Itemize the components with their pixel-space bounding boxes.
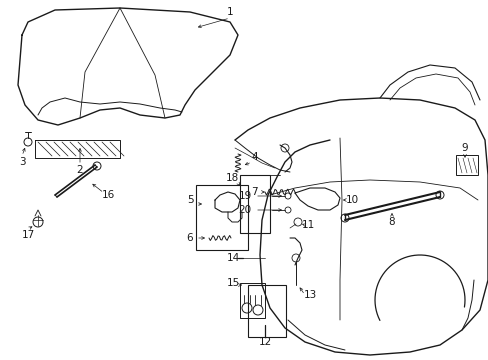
Bar (240, 175, 269, 233)
Bar (196, 185, 247, 250)
Text: 2: 2 (77, 165, 83, 175)
Text: 11: 11 (301, 220, 314, 230)
Text: 1: 1 (226, 7, 233, 17)
Text: 15: 15 (226, 278, 239, 288)
Text: 4: 4 (251, 152, 258, 162)
Text: 18: 18 (225, 173, 238, 183)
Text: 8: 8 (388, 217, 394, 227)
Text: 3: 3 (19, 157, 25, 167)
Text: 13: 13 (303, 290, 316, 300)
Text: 16: 16 (101, 190, 114, 200)
Text: 10: 10 (345, 195, 358, 205)
Text: 12: 12 (258, 337, 271, 347)
Text: 17: 17 (21, 230, 35, 240)
Text: 7: 7 (250, 187, 257, 197)
Bar (455, 155, 477, 175)
Text: 19: 19 (238, 191, 251, 201)
Bar (240, 283, 264, 318)
Text: 9: 9 (461, 143, 468, 153)
Bar (247, 285, 285, 337)
Text: 5: 5 (186, 195, 193, 205)
Text: 6: 6 (186, 233, 193, 243)
Text: 14: 14 (226, 253, 239, 263)
Text: 20: 20 (238, 205, 251, 215)
